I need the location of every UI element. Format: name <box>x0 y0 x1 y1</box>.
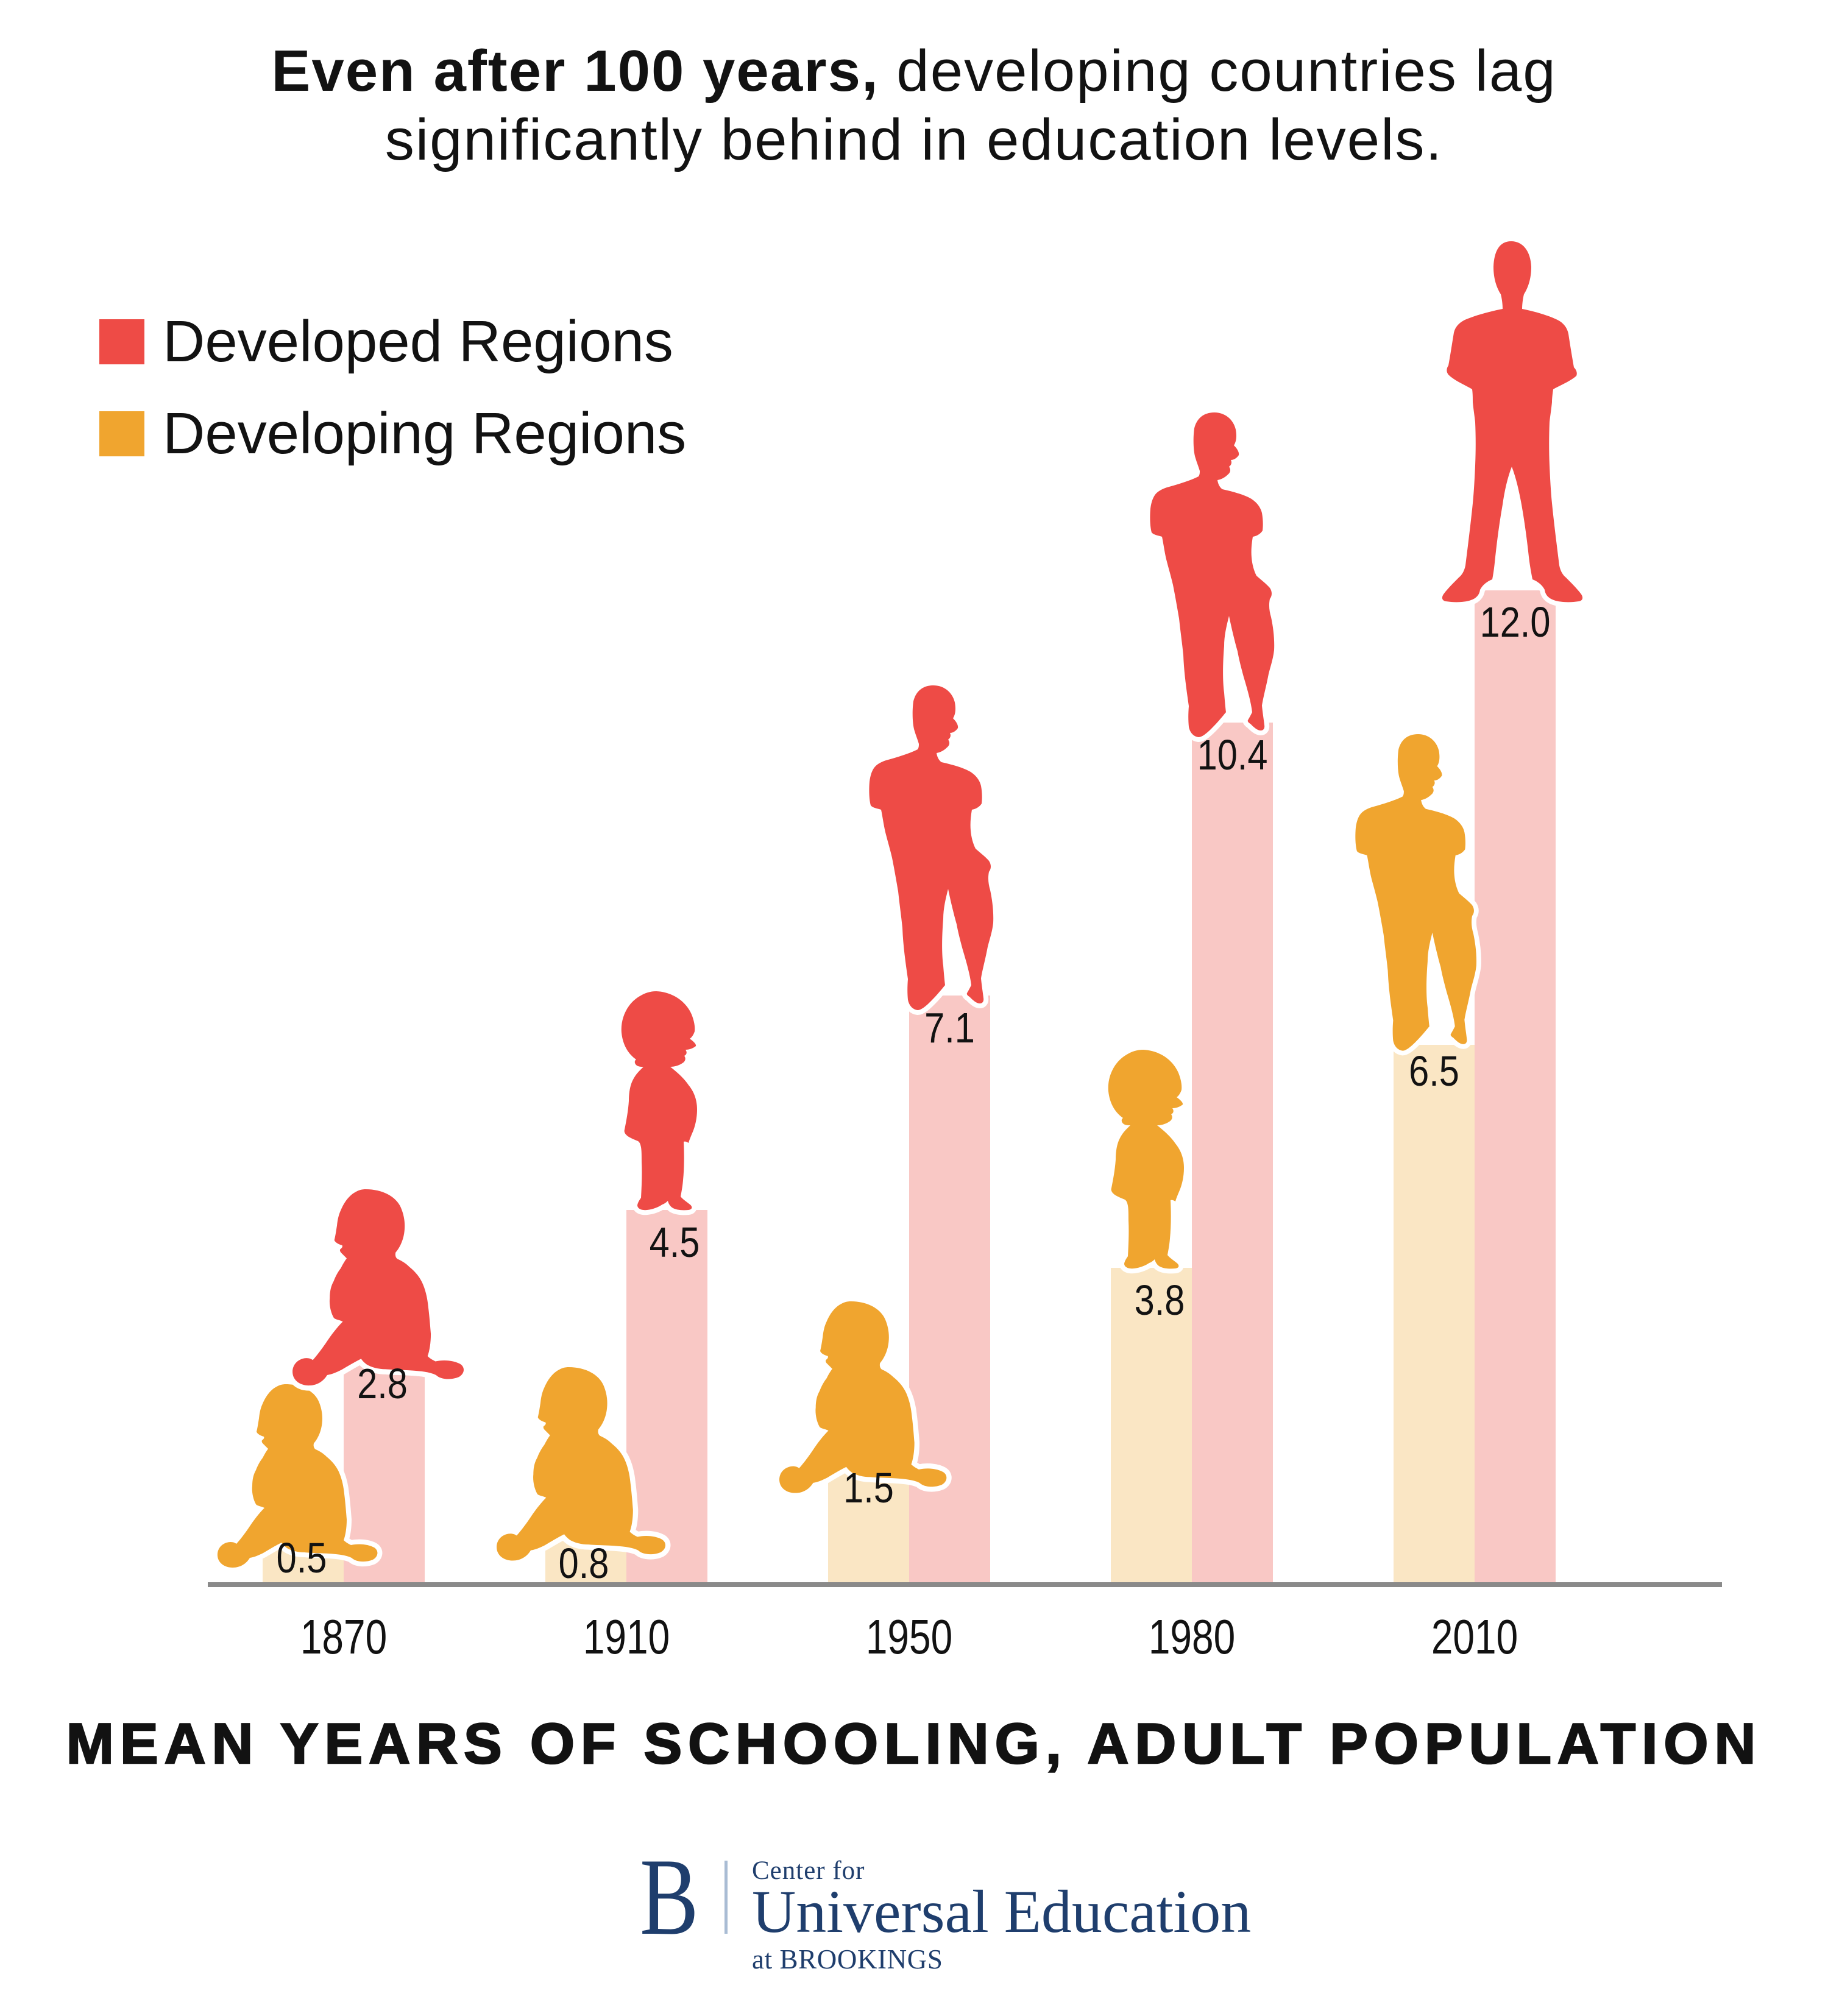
svg-text:MEAN YEARS OF SCHOOLING, ADULT: MEAN YEARS OF SCHOOLING, ADULT POPULATIO… <box>66 1711 1762 1775</box>
svg-text:2010: 2010 <box>1431 1610 1518 1664</box>
svg-text:1950: 1950 <box>866 1610 952 1664</box>
svg-text:12.0: 12.0 <box>1480 598 1551 646</box>
svg-text:3.8: 3.8 <box>1135 1276 1185 1324</box>
svg-text:6.5: 6.5 <box>1409 1047 1459 1095</box>
svg-text:1.5: 1.5 <box>843 1463 894 1512</box>
svg-text:B: B <box>640 1836 699 1958</box>
svg-text:Universal Education: Universal Education <box>752 1878 1251 1945</box>
svg-text:1910: 1910 <box>583 1610 670 1664</box>
svg-text:at BROOKINGS: at BROOKINGS <box>752 1944 943 1975</box>
svg-text:Developing Regions: Developing Regions <box>163 401 686 466</box>
svg-text:2.8: 2.8 <box>357 1359 408 1407</box>
svg-text:7.1: 7.1 <box>924 1003 975 1052</box>
svg-text:1870: 1870 <box>300 1610 387 1664</box>
svg-text:1980: 1980 <box>1149 1610 1235 1664</box>
svg-text:4.5: 4.5 <box>650 1218 700 1266</box>
svg-text:significantly behind in educat: significantly behind in education levels… <box>385 107 1443 172</box>
svg-text:0.5: 0.5 <box>277 1533 327 1582</box>
svg-text:10.4: 10.4 <box>1197 730 1268 779</box>
svg-text:0.8: 0.8 <box>559 1539 609 1587</box>
svg-text:Developed Regions: Developed Regions <box>163 309 673 374</box>
svg-text:Even after 100 years, developi: Even after 100 years, developing countri… <box>271 38 1556 104</box>
svg-text:Center for: Center for <box>752 1856 865 1885</box>
